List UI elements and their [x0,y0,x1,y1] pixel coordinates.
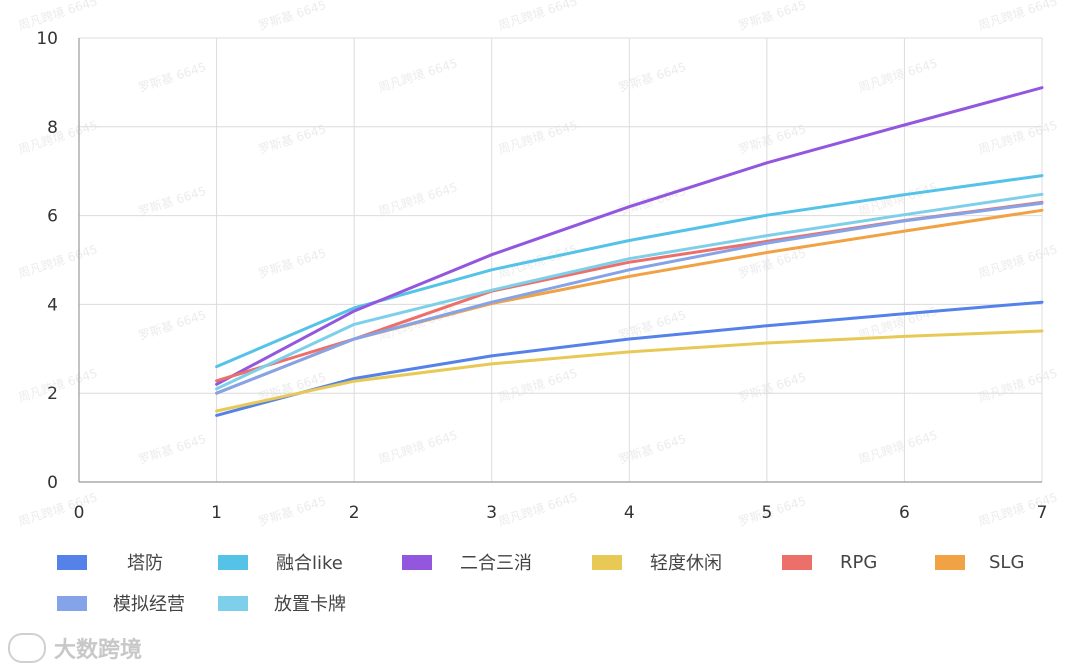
brand-watermark-text: 大数跨境 [54,638,143,663]
y-tick-label: 2 [47,384,58,404]
brand-logo-icon [8,633,46,663]
legend-label: 二合三消 [460,553,532,574]
legend-item: 放置卡牌 [218,588,388,618]
watermark-tile: 罗斯基 6645 [737,370,808,405]
x-tick-label: 7 [1037,503,1048,523]
y-tick-label: 8 [47,118,58,138]
watermark-tile: 罗斯基 6645 [257,246,328,281]
watermark-tile: 罗斯基 6645 [137,60,208,95]
series-line-1 [215,300,1044,417]
legend-label: 融合like [276,553,343,574]
legend-label: RPG [840,551,878,573]
legend-swatch [218,554,248,570]
tick-labels: 0 1 2 3 4 5 6 7 0 2 4 6 8 10 [36,29,1047,523]
watermark-tile: 罗斯基 6645 [137,308,208,343]
watermark-tile: 罗斯基 6645 [737,0,808,33]
watermark-tile: 罗斯基 6645 [617,60,688,95]
legend-label: 塔防 [127,553,163,574]
legend-label: 轻度休闲 [650,553,722,574]
axes [78,38,1042,483]
watermark-tile: 罗斯基 6645 [137,184,208,219]
legend-item: SLG [935,547,1080,577]
legend-item: RPG [782,547,952,577]
series-line-7 [215,201,1044,395]
watermark-tile: 罗斯基 6645 [617,184,688,219]
legend-swatch [57,595,87,611]
watermark-tile: 周凡跨境 6645 [856,55,939,95]
series-line-3 [215,86,1044,386]
watermark-tile: 周凡跨境 6645 [376,55,459,95]
x-tick-label: 4 [624,503,635,523]
legend-item: 融合like [218,547,388,577]
x-tick-label: 2 [349,503,360,523]
y-tick-label: 4 [47,295,58,315]
x-tick-label: 0 [74,503,85,523]
legend-item: 塔防 [57,547,227,577]
watermark-tile: 周凡跨境 6645 [976,0,1059,33]
y-tick-label: 0 [47,473,58,493]
watermark-layer: 周凡跨境 6645 罗斯基 6645 周凡跨境 6645 罗斯基 6645 周凡跨境 6… [16,0,1059,529]
watermark-tile: 周凡跨境 6645 [976,117,1059,157]
watermark-tile: 周凡跨境 6645 [376,427,459,467]
legend-swatch [402,554,432,570]
legend-swatch [592,554,622,570]
legend-item: 二合三消 [402,547,572,577]
watermark-tile: 周凡跨境 6645 [16,0,99,33]
legend-swatch [57,554,87,570]
legend-label: 放置卡牌 [274,594,346,615]
legend-label: 模拟经营 [113,594,185,615]
series-line-2 [215,174,1044,369]
legend-swatch [782,554,812,570]
watermark-tile: 周凡跨境 6645 [976,241,1059,281]
watermark-tile: 周凡跨境 6645 [496,489,579,529]
watermark-tile: 周凡跨境 6645 [976,365,1059,405]
watermark-tile: 罗斯基 6645 [617,432,688,467]
legend: 塔防 融合like 二合三消 轻度休闲 RPG SLG 模拟经营 放置卡牌 [0,540,1080,630]
brand-watermark: 大数跨境 [8,630,142,666]
watermark-tile: 周凡跨境 6645 [16,241,99,281]
legend-label: SLG [989,551,1025,573]
watermark-tile: 周凡跨境 6645 [16,489,99,529]
legend-item: 模拟经营 [57,588,227,618]
x-tick-label: 1 [211,503,222,523]
watermark-tile: 周凡跨境 6645 [856,427,939,467]
watermark-tile: 罗斯基 6645 [257,0,328,33]
watermark-tile: 周凡跨境 6645 [496,0,579,33]
watermark-tile: 周凡跨境 6645 [496,365,579,405]
legend-swatch [935,554,965,570]
x-tick-label: 5 [761,503,772,523]
watermark-tile: 周凡跨境 6645 [496,117,579,157]
watermark-tile: 周凡跨境 6645 [376,179,459,219]
series-line-4 [215,329,1044,413]
x-tick-label: 3 [486,503,497,523]
series-line-8 [215,192,1044,391]
watermark-tile: 罗斯基 6645 [257,494,328,529]
y-tick-label: 6 [47,207,58,227]
watermark-tile: 罗斯基 6645 [137,432,208,467]
x-tick-label: 6 [899,503,910,523]
legend-item: 轻度休闲 [592,547,762,577]
y-tick-label: 10 [36,29,58,49]
line-chart: 周凡跨境 6645 罗斯基 6645 周凡跨境 6645 罗斯基 6645 周凡跨境 6… [16,0,1059,529]
legend-swatch [218,595,248,611]
series-lines [215,86,1044,417]
